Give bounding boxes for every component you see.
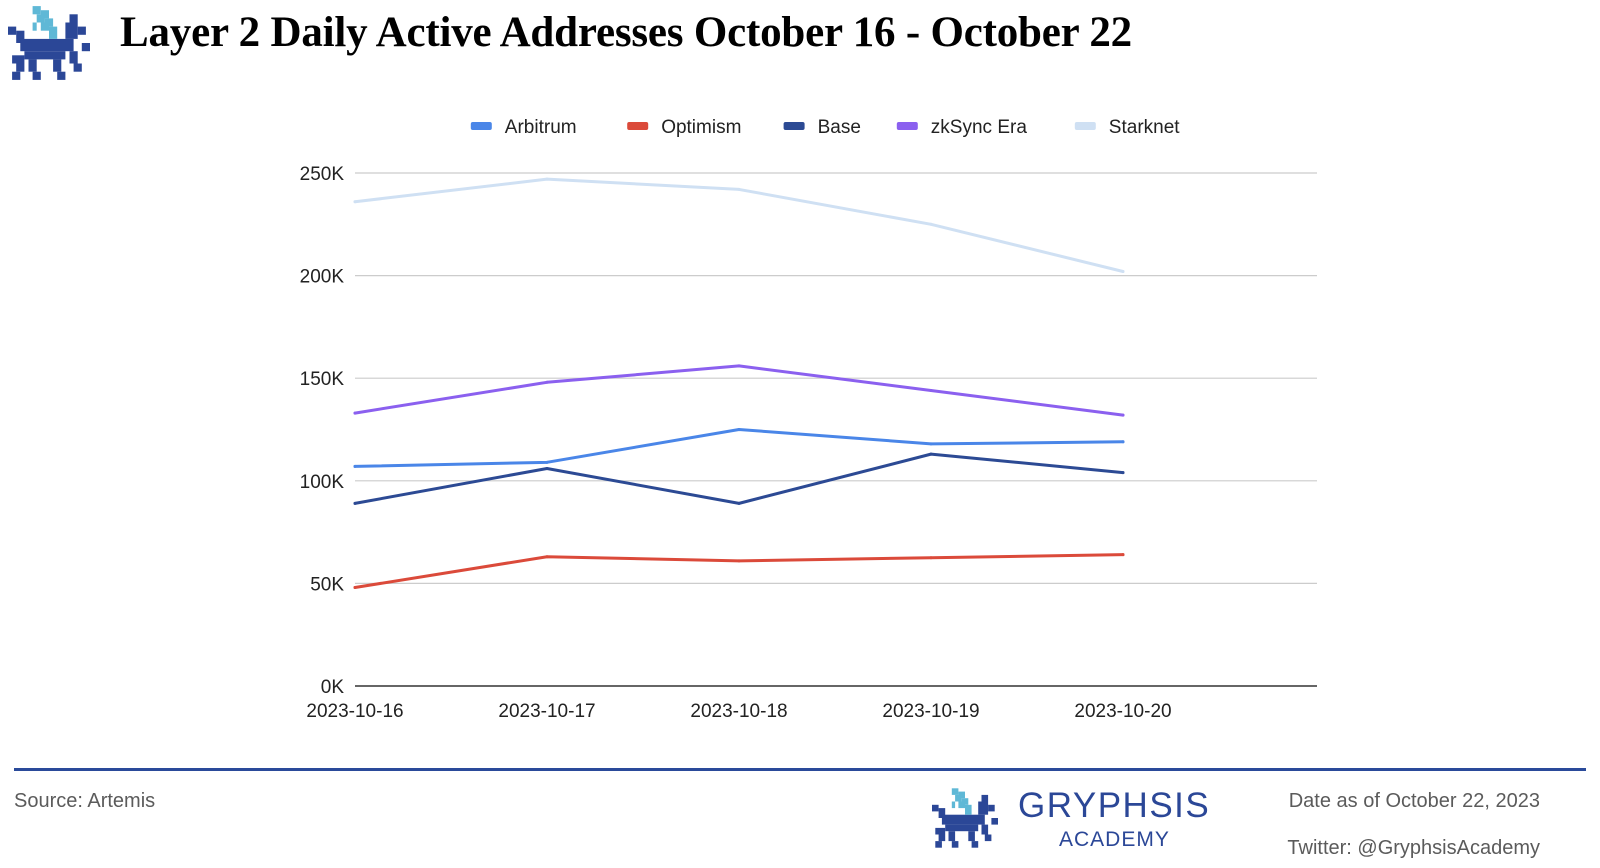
gryphon-logo-icon	[8, 6, 90, 80]
legend-swatch	[896, 122, 918, 130]
data-point	[1121, 269, 1125, 273]
data-point	[929, 222, 933, 226]
x-tick-label: 2023-10-17	[498, 701, 595, 722]
data-point	[353, 411, 357, 415]
data-point	[737, 428, 741, 431]
data-point	[1121, 471, 1125, 475]
x-tick-label: 2023-10-20	[1074, 701, 1171, 722]
data-point	[545, 555, 549, 559]
brand-name: GRYPHSIS	[1018, 786, 1211, 825]
date-as-of: Date as of October 22, 2023	[1288, 790, 1540, 812]
y-tick-label: 250K	[300, 164, 345, 185]
data-point	[929, 442, 933, 446]
source-note: Source: Artemis	[14, 790, 156, 812]
line-chart: 0K 50K 100K 150K 200K 250K 2023-10-16 2023-10-1…	[300, 117, 1317, 722]
y-tick-label: 50K	[310, 574, 344, 595]
page-title: Layer 2 Daily Active Addresses October 1…	[120, 9, 1132, 56]
x-tick-label: 2023-10-18	[690, 701, 787, 722]
brand-subtitle: ACADEMY	[1059, 828, 1170, 851]
series-line-starknet	[353, 177, 1125, 273]
x-tick-label: 2023-10-16	[306, 701, 403, 722]
footer-divider	[14, 768, 1586, 771]
legend-swatch	[627, 122, 649, 130]
data-point	[1121, 413, 1125, 417]
y-tick-label: 150K	[300, 369, 345, 390]
twitter-handle: Twitter: @GryphsisAcademy	[1287, 837, 1540, 859]
series-line-base	[353, 452, 1125, 505]
data-point	[545, 380, 549, 384]
legend-swatch	[470, 122, 492, 130]
data-point	[1121, 440, 1125, 444]
data-point	[737, 364, 741, 368]
data-point	[545, 177, 549, 181]
data-point	[929, 452, 933, 456]
data-point	[353, 464, 357, 468]
legend-label: Optimism	[661, 117, 741, 138]
data-point	[737, 559, 741, 563]
series-line-zksync-era	[353, 364, 1125, 417]
x-tick-label: 2023-10-19	[882, 701, 979, 722]
legend-label: Arbitrum	[505, 117, 577, 138]
legend-label: zkSync Era	[931, 117, 1028, 138]
data-point	[929, 389, 933, 393]
legend-swatch	[783, 122, 805, 130]
data-point	[1121, 553, 1125, 557]
y-tick-label: 200K	[300, 267, 345, 288]
data-point	[353, 586, 357, 590]
legend-label: Base	[818, 117, 861, 138]
data-point	[545, 460, 549, 464]
data-point	[737, 187, 741, 191]
data-point	[737, 501, 741, 505]
data-point	[545, 466, 549, 470]
data-point	[929, 556, 933, 560]
legend-label: Starknet	[1109, 117, 1180, 138]
data-point	[353, 501, 357, 505]
y-tick-label: 100K	[300, 472, 345, 493]
legend-swatch	[1074, 122, 1096, 130]
gryphon-logo-icon	[932, 788, 998, 848]
data-point	[353, 200, 357, 204]
y-tick-label: 0K	[321, 677, 345, 698]
